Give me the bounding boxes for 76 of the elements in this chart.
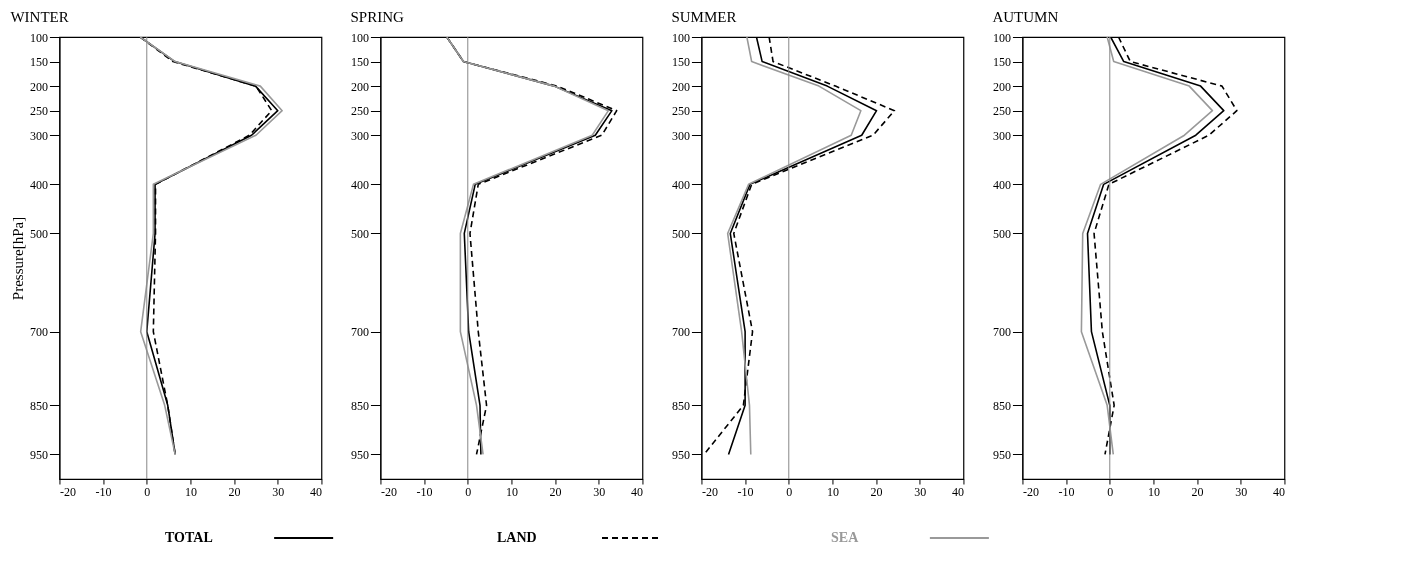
y-tick-label: 200	[671, 79, 690, 94]
x-tick-label: 20	[1191, 484, 1204, 499]
x-tick-label: 0	[144, 484, 151, 499]
y-tick-label: 950	[29, 447, 48, 462]
x-tick-label: 40	[1272, 484, 1285, 499]
chart-title: SPRING	[350, 9, 404, 25]
x-tick-label: 20	[549, 484, 562, 499]
y-tick-label: 250	[671, 104, 690, 119]
y-tick-label: 300	[350, 128, 369, 143]
y-tick-label: 150	[350, 55, 369, 70]
y-tick-label: 100	[992, 30, 1011, 45]
y-tick-label: 500	[992, 226, 1011, 241]
y-tick-label: 300	[29, 128, 48, 143]
y-tick-label: 700	[350, 325, 369, 340]
text: LAND	[496, 530, 537, 545]
x-tick-label: 20	[870, 484, 883, 499]
x-tick-label: -10	[416, 484, 433, 499]
text: TOTAL	[165, 530, 213, 545]
y-tick-label: 250	[992, 104, 1011, 119]
x-tick-label: -20	[701, 484, 718, 499]
y-tick-label: 200	[992, 79, 1011, 94]
y-tick-label: 850	[671, 398, 690, 413]
x-tick-label: 20	[228, 484, 241, 499]
x-tick-label: 30	[914, 484, 927, 499]
x-tick-label: -10	[95, 484, 112, 499]
y-tick-label: 250	[350, 104, 369, 119]
x-tick-label: 40	[951, 484, 964, 499]
x-tick-label: 40	[309, 484, 322, 499]
x-tick-label: -10	[737, 484, 754, 499]
x-tick-label: 30	[593, 484, 606, 499]
y-tick-label: 950	[350, 447, 369, 462]
chart-title: SUMMER	[671, 9, 737, 25]
x-tick-label: -10	[1058, 484, 1075, 499]
x-tick-label: 0	[1107, 484, 1114, 499]
x-tick-label: 10	[826, 484, 839, 499]
y-tick-label: 850	[992, 398, 1011, 413]
y-tick-label: 400	[350, 177, 369, 192]
y-tick-label: 150	[29, 55, 48, 70]
y-tick-label: 700	[29, 325, 48, 340]
y-tick-label: 100	[29, 30, 48, 45]
y-tick-label: 700	[992, 325, 1011, 340]
y-tick-label: 850	[29, 398, 48, 413]
text: SEA	[831, 530, 860, 545]
x-tick-label: -20	[380, 484, 397, 499]
x-tick-label: 0	[465, 484, 472, 499]
y-tick-label: 400	[29, 177, 48, 192]
y-tick-label: 700	[671, 325, 690, 340]
y-tick-label: 200	[350, 79, 369, 94]
x-tick-label: 30	[1235, 484, 1248, 499]
x-tick-label: -20	[1022, 484, 1039, 499]
x-tick-label: 0	[786, 484, 793, 499]
x-tick-label: 10	[184, 484, 197, 499]
y-tick-label: 100	[671, 30, 690, 45]
y-axis-title: Pressure[hPa]	[9, 216, 26, 301]
y-tick-label: 500	[671, 226, 690, 241]
y-tick-label: 300	[671, 128, 690, 143]
x-tick-label: 30	[272, 484, 285, 499]
y-tick-label: 100	[350, 30, 369, 45]
y-tick-label: 500	[350, 226, 369, 241]
x-tick-label: -20	[59, 484, 76, 499]
y-tick-label: 500	[29, 226, 48, 241]
y-tick-label: 150	[671, 55, 690, 70]
x-tick-label: 40	[630, 484, 643, 499]
y-tick-label: 150	[992, 55, 1011, 70]
y-tick-label: 950	[992, 447, 1011, 462]
y-tick-label: 850	[350, 398, 369, 413]
x-tick-label: 10	[505, 484, 518, 499]
chart-title: WINTER	[10, 9, 69, 25]
y-tick-label: 950	[671, 447, 690, 462]
y-tick-label: 300	[992, 128, 1011, 143]
x-tick-label: 10	[1147, 484, 1160, 499]
y-tick-label: 400	[992, 177, 1011, 192]
y-tick-label: 250	[29, 104, 48, 119]
y-tick-label: 400	[671, 177, 690, 192]
y-tick-label: 200	[29, 79, 48, 94]
chart-title: AUTUMN	[992, 9, 1059, 25]
